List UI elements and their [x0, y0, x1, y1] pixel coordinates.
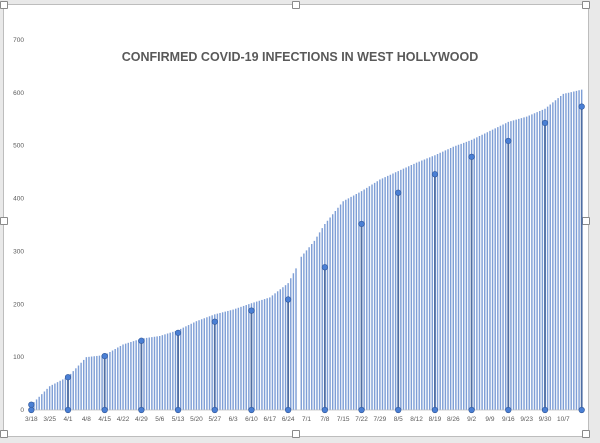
y-tick-label: 500 [13, 143, 24, 150]
x-tick-label: 3/18 [25, 416, 38, 423]
resize-handle-top-right[interactable] [582, 1, 590, 9]
y-tick-label: 600 [13, 90, 24, 97]
baseline-marker [211, 406, 218, 414]
baseline-marker [28, 406, 35, 414]
baseline-marker [431, 406, 439, 414]
x-tick-label: 5/13 [172, 416, 185, 423]
baseline-marker [468, 406, 475, 414]
data-point-marker [248, 307, 255, 314]
x-tick-label: 5/27 [208, 416, 221, 423]
x-tick-label: 7/8 [320, 416, 329, 423]
baseline-marker [358, 406, 365, 414]
x-tick-label: 4/15 [98, 416, 111, 423]
baseline-marker [138, 406, 145, 414]
x-tick-label: 8/12 [410, 416, 423, 423]
x-tick-label: 9/2 [467, 416, 476, 423]
x-tick-label: 4/8 [82, 416, 91, 423]
y-axis: 0 100 200 300 400 500 600 700 [13, 37, 24, 414]
x-tick-label: 4/22 [117, 416, 130, 423]
chart-title: CONFIRMED COVID-19 INFECTIONS IN WEST HO… [122, 50, 479, 64]
data-point-marker [285, 296, 292, 303]
data-point-marker [28, 401, 35, 408]
data-point-marker [174, 329, 182, 336]
data-point-marker [321, 264, 328, 271]
x-tick-label: 7/22 [355, 416, 368, 423]
data-point-marker [64, 374, 72, 381]
x-tick-label: 5/6 [155, 416, 164, 423]
y-tick-label: 700 [13, 37, 24, 44]
y-tick-label: 400 [13, 196, 24, 203]
resize-handle-bottom[interactable] [292, 430, 300, 438]
y-tick-label: 100 [13, 354, 24, 361]
x-tick-label: 4/1 [63, 416, 72, 423]
x-tick-label: 9/23 [520, 416, 533, 423]
baseline-marker [101, 406, 108, 414]
data-point-marker [468, 153, 475, 160]
baseline-marker [578, 406, 585, 414]
resize-handle-top-left[interactable] [0, 1, 8, 9]
bars [30, 89, 583, 410]
data-point-marker [578, 103, 585, 110]
data-point-marker [101, 352, 108, 360]
baseline-marker [285, 406, 292, 414]
x-tick-label: 8/5 [394, 416, 403, 423]
y-tick-label: 0 [20, 407, 24, 414]
resize-handle-bottom-left[interactable] [0, 430, 8, 438]
x-tick-label: 10/7 [557, 416, 570, 423]
data-markers [28, 103, 585, 414]
x-tick-label: 5/20 [190, 416, 203, 423]
x-tick-label: 6/10 [245, 416, 258, 423]
data-point-marker [505, 137, 512, 145]
x-tick-label: 7/1 [302, 416, 311, 423]
baseline-marker [541, 406, 549, 414]
x-tick-label: 8/26 [447, 416, 460, 423]
baseline-marker [174, 406, 182, 414]
x-tick-label: 9/30 [539, 416, 552, 423]
x-tick-label: 7/29 [374, 416, 387, 423]
y-tick-label: 200 [13, 301, 24, 308]
baseline-marker [395, 406, 402, 414]
data-point-marker [358, 220, 365, 228]
baseline-marker [248, 406, 255, 414]
x-axis: 3/18 3/25 4/1 4/8 4/15 4/22 4/29 5/6 5/13 5/20 5/2… [25, 416, 570, 423]
data-point-marker [138, 337, 145, 344]
data-point-marker [541, 119, 549, 127]
x-tick-label: 9/9 [485, 416, 494, 423]
data-point-marker [395, 189, 402, 196]
resize-handle-bottom-right[interactable] [582, 430, 590, 438]
resize-handle-left[interactable] [0, 217, 8, 225]
y-tick-label: 300 [13, 248, 24, 255]
x-tick-label: 8/19 [429, 416, 442, 423]
x-tick-label: 6/3 [229, 416, 238, 423]
x-tick-label: 9/16 [502, 416, 515, 423]
x-tick-label: 7/15 [337, 416, 350, 423]
data-point-marker [431, 171, 439, 178]
x-tick-label: 6/24 [282, 416, 295, 423]
resize-handle-top[interactable] [292, 1, 300, 9]
highlight-bars [30, 106, 583, 410]
data-point-marker [211, 318, 218, 325]
baseline-marker [505, 406, 512, 414]
baseline-marker [64, 406, 72, 414]
x-tick-label: 4/29 [135, 416, 148, 423]
x-tick-label: 3/25 [43, 416, 56, 423]
baseline-marker [321, 406, 328, 414]
x-tick-label: 6/17 [263, 416, 276, 423]
